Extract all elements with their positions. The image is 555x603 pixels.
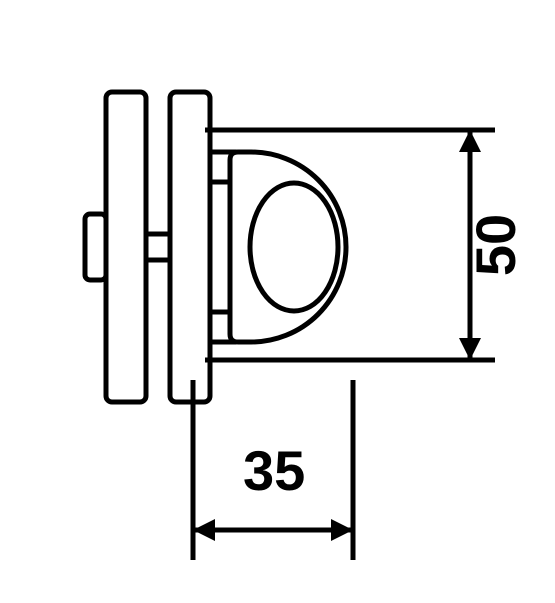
arrowhead-left-icon	[193, 519, 215, 541]
knob-face-ellipse	[250, 183, 338, 311]
dimension-horizontal: 35	[193, 380, 353, 560]
arrowhead-up-icon	[459, 130, 481, 152]
arrowhead-right-icon	[331, 519, 353, 541]
part-drawing	[85, 92, 346, 402]
dimension-vertical-label: 50	[464, 214, 527, 276]
arrowhead-down-icon	[459, 338, 481, 360]
plate-left	[106, 92, 146, 402]
shaft	[146, 234, 170, 260]
notch	[85, 214, 106, 280]
dimension-horizontal-label: 35	[243, 439, 305, 502]
plate-right	[170, 92, 210, 402]
